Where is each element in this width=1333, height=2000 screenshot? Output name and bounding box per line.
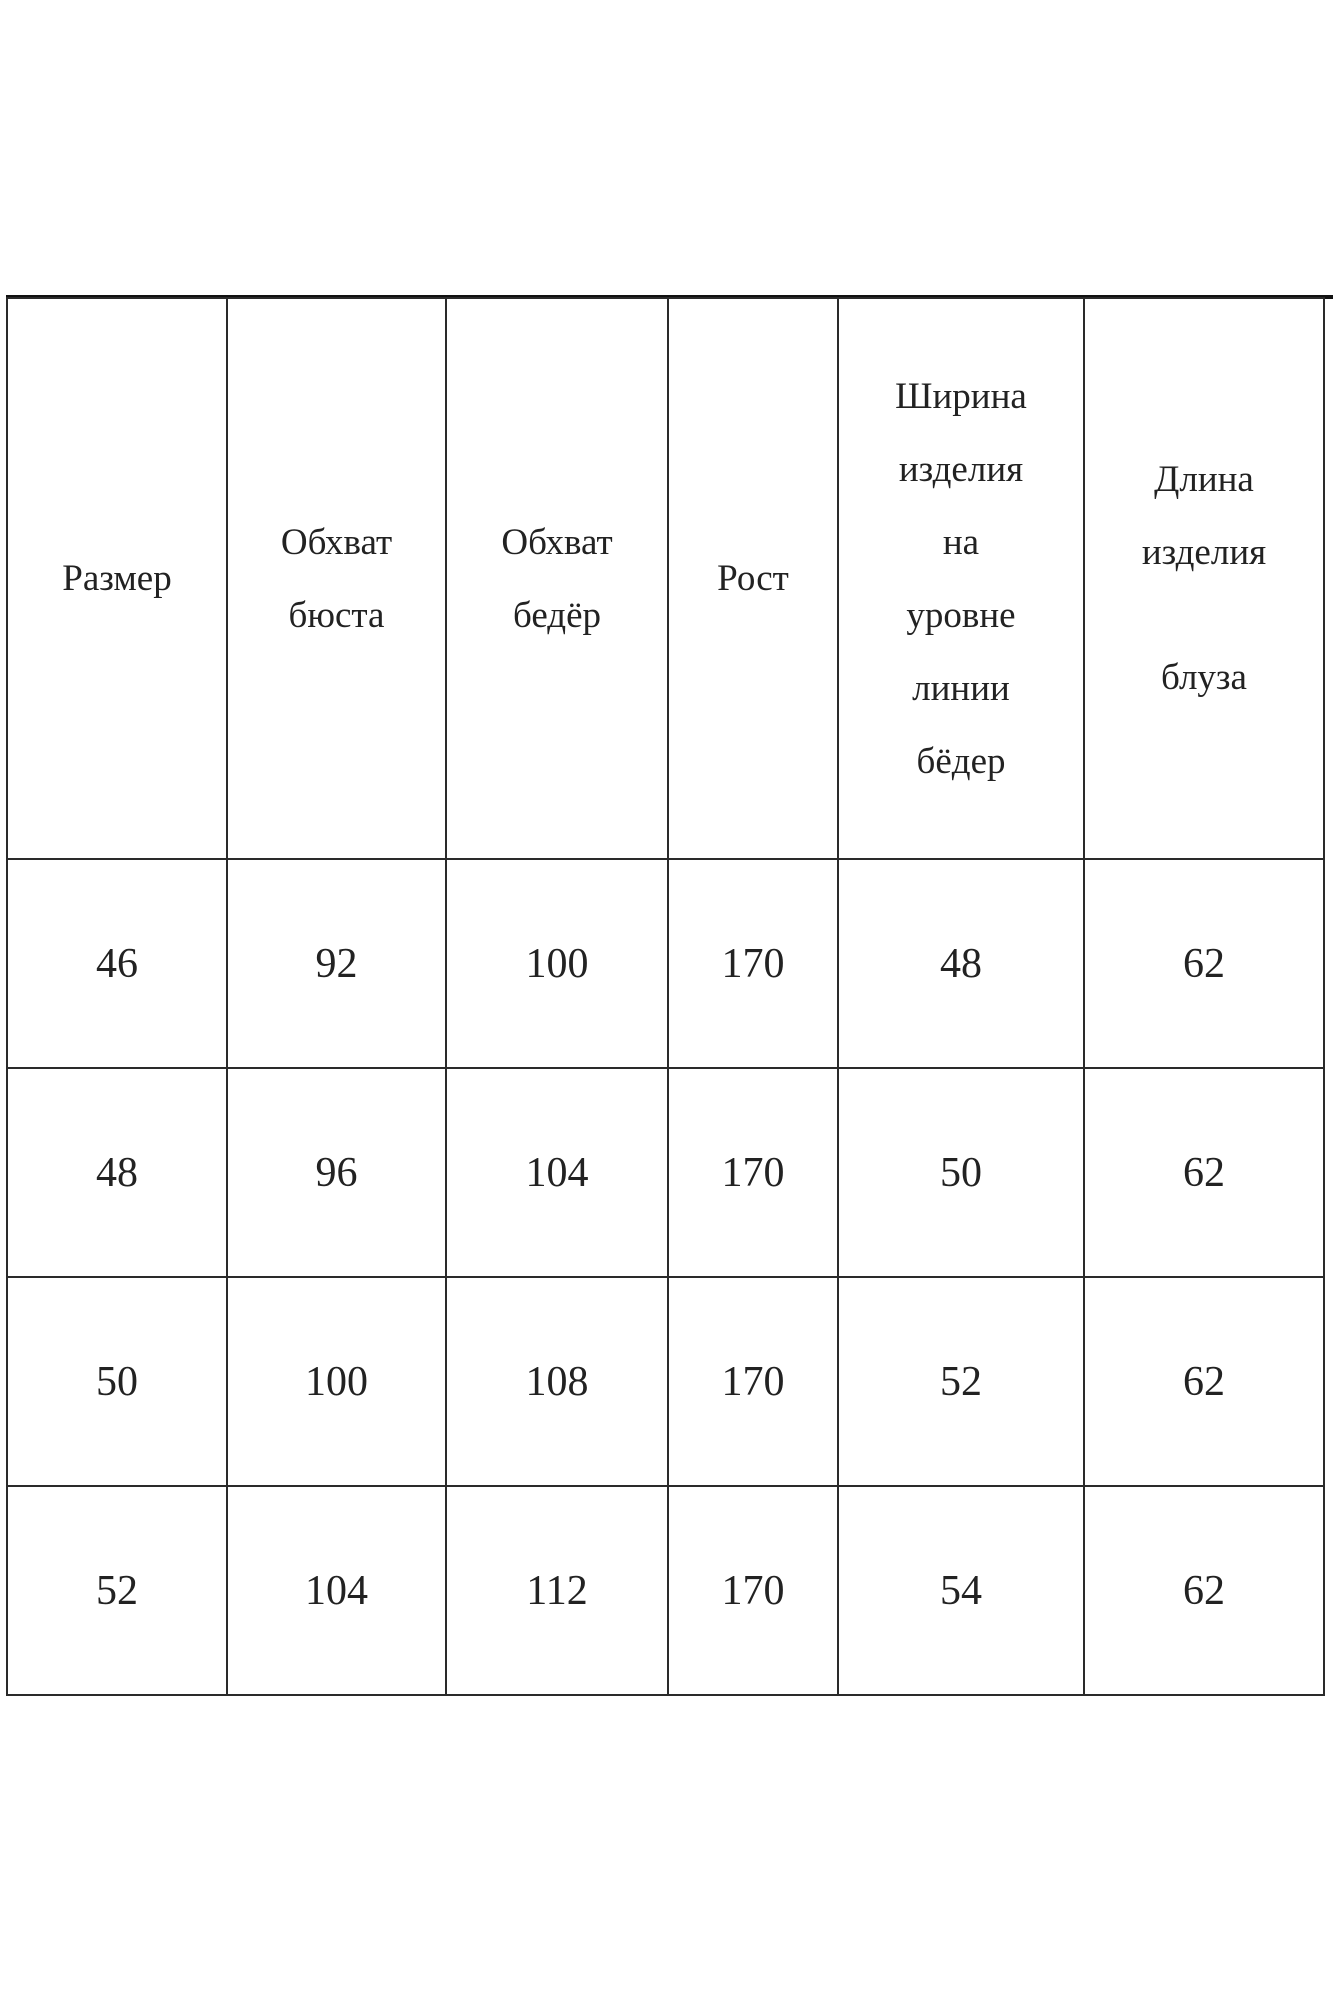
header-bust: Обхват бюста	[226, 297, 447, 860]
cell-length: 62	[1083, 1485, 1325, 1696]
table-top-border	[6, 295, 1333, 299]
cell-hip-width: 52	[837, 1276, 1085, 1487]
cell-hips: 100	[445, 858, 669, 1069]
header-size: Размер	[6, 297, 228, 860]
cell-bust: 104	[226, 1485, 447, 1696]
cell-bust: 100	[226, 1276, 447, 1487]
cell-bust: 96	[226, 1067, 447, 1278]
spacer	[1085, 589, 1323, 641]
header-line: бедёр	[512, 594, 602, 636]
table-row: 50 100 108 170 52 62	[6, 1276, 1325, 1487]
header-line: Длина	[1154, 459, 1254, 500]
table-row: 46 92 100 170 48 62	[6, 858, 1325, 1069]
header-line: Ширина	[895, 375, 1027, 417]
header-height: Рост	[667, 297, 839, 860]
cell-hips: 112	[445, 1485, 669, 1696]
header-line: на	[942, 521, 980, 563]
header-row: Размер Обхват бюста Обхват бедёр Рост Ши…	[6, 297, 1325, 860]
cell-length: 62	[1083, 1276, 1325, 1487]
cell-height: 170	[667, 1276, 839, 1487]
header-line: Обхват	[501, 521, 613, 563]
cell-hip-width: 50	[837, 1067, 1085, 1278]
header-length: Длина изделия блуза	[1083, 297, 1325, 860]
header-line: изделия	[898, 448, 1024, 490]
header-line: бюста	[288, 594, 385, 636]
size-chart-table: Размер Обхват бюста Обхват бедёр Рост Ши…	[6, 297, 1325, 1696]
header-hip-width: Ширина изделия на уровне линии бёдер	[837, 297, 1085, 860]
header-line: линии	[912, 667, 1010, 709]
cell-size: 50	[6, 1276, 228, 1487]
header-line: уровне	[906, 594, 1016, 636]
cell-bust: 92	[226, 858, 447, 1069]
cell-height: 170	[667, 1485, 839, 1696]
cell-size: 46	[6, 858, 228, 1069]
header-hips: Обхват бедёр	[445, 297, 669, 860]
table-row: 48 96 104 170 50 62	[6, 1067, 1325, 1278]
header-line: Рост	[717, 558, 789, 599]
cell-height: 170	[667, 1067, 839, 1278]
cell-size: 48	[6, 1067, 228, 1278]
header-line: Размер	[62, 558, 172, 599]
cell-hips: 108	[445, 1276, 669, 1487]
header-line: изделия	[1141, 532, 1267, 573]
header-line: блуза	[1161, 657, 1247, 698]
cell-hip-width: 54	[837, 1485, 1085, 1696]
cell-size: 52	[6, 1485, 228, 1696]
cell-length: 62	[1083, 1067, 1325, 1278]
header-line: Обхват	[280, 521, 393, 563]
cell-height: 170	[667, 858, 839, 1069]
cell-hip-width: 48	[837, 858, 1085, 1069]
table-row: 52 104 112 170 54 62	[6, 1485, 1325, 1696]
header-line: бёдер	[916, 740, 1006, 782]
cell-hips: 104	[445, 1067, 669, 1278]
cell-length: 62	[1083, 858, 1325, 1069]
